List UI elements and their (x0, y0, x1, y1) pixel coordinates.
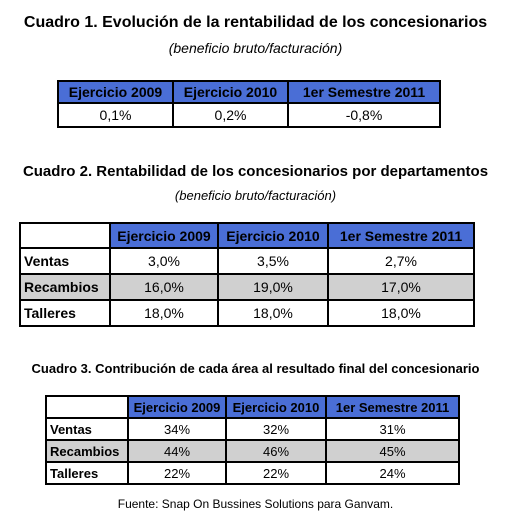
table-row: 0,1% 0,2% -0,8% (57, 102, 441, 128)
table-cell: 18,0% (327, 299, 475, 327)
row-label-recambios: Recambios (45, 439, 129, 463)
col-header-2010: Ejercicio 2010 (225, 395, 327, 419)
cuadro1-table: Ejercicio 2009 Ejercicio 2010 1er Semest… (57, 80, 441, 128)
table-cell: 19,0% (217, 273, 329, 301)
cuadro3-table: Ejercicio 2009 Ejercicio 2010 1er Semest… (45, 395, 460, 485)
table-header-row: Ejercicio 2009 Ejercicio 2010 1er Semest… (57, 80, 441, 104)
table-cell: 18,0% (217, 299, 329, 327)
col-header-2009: Ejercicio 2009 (57, 80, 174, 104)
row-label-ventas: Ventas (45, 417, 129, 441)
value-2010: 0,2% (172, 102, 289, 128)
cuadro1-subtitle: (beneficio bruto/facturación) (168, 40, 343, 56)
table-row: Ventas 3,0% 3,5% 2,7% (19, 247, 475, 275)
source-note: Fuente: Snap On Bussines Solutions para … (117, 497, 394, 511)
row-label-recambios: Recambios (19, 273, 111, 301)
value-2009: 0,1% (57, 102, 174, 128)
table-cell: 31% (325, 417, 460, 441)
value-2011: -0,8% (287, 102, 441, 128)
table-cell: 22% (225, 461, 327, 485)
table-row: Talleres 22% 22% 24% (45, 461, 460, 485)
col-header-2009: Ejercicio 2009 (109, 222, 219, 249)
cuadro2-title: Cuadro 2. Rentabilidad de los concesiona… (22, 163, 489, 180)
cuadro3-title: Cuadro 3. Contribución de cada área al r… (31, 361, 480, 376)
table-header-row: Ejercicio 2009 Ejercicio 2010 1er Semest… (19, 222, 475, 249)
cuadro2-subtitle: (beneficio bruto/facturación) (174, 188, 337, 203)
col-header-2011: 1er Semestre 2011 (327, 222, 475, 249)
table-cell: 46% (225, 439, 327, 463)
table-cell: 45% (325, 439, 460, 463)
col-header-2010: Ejercicio 2010 (217, 222, 329, 249)
table-cell: 17,0% (327, 273, 475, 301)
corner-cell (45, 395, 129, 419)
table-row: Recambios 16,0% 19,0% 17,0% (19, 273, 475, 301)
col-header-2011: 1er Semestre 2011 (287, 80, 441, 104)
cuadro1-title: Cuadro 1. Evolución de la rentabilidad d… (23, 14, 488, 31)
cuadro2-table: Ejercicio 2009 Ejercicio 2010 1er Semest… (19, 222, 475, 327)
table-cell: 18,0% (109, 299, 219, 327)
table-cell: 16,0% (109, 273, 219, 301)
row-label-ventas: Ventas (19, 247, 111, 275)
table-cell: 34% (127, 417, 227, 441)
table-row: Recambios 44% 46% 45% (45, 439, 460, 463)
col-header-2011: 1er Semestre 2011 (325, 395, 460, 419)
table-row: Talleres 18,0% 18,0% 18,0% (19, 299, 475, 327)
col-header-2009: Ejercicio 2009 (127, 395, 227, 419)
table-cell: 32% (225, 417, 327, 441)
table-row: Ventas 34% 32% 31% (45, 417, 460, 441)
table-cell: 3,0% (109, 247, 219, 275)
row-label-talleres: Talleres (19, 299, 111, 327)
table-cell: 44% (127, 439, 227, 463)
col-header-2010: Ejercicio 2010 (172, 80, 289, 104)
table-header-row: Ejercicio 2009 Ejercicio 2010 1er Semest… (45, 395, 460, 419)
table-cell: 2,7% (327, 247, 475, 275)
table-cell: 24% (325, 461, 460, 485)
row-label-talleres: Talleres (45, 461, 129, 485)
corner-cell (19, 222, 111, 249)
table-cell: 3,5% (217, 247, 329, 275)
table-cell: 22% (127, 461, 227, 485)
